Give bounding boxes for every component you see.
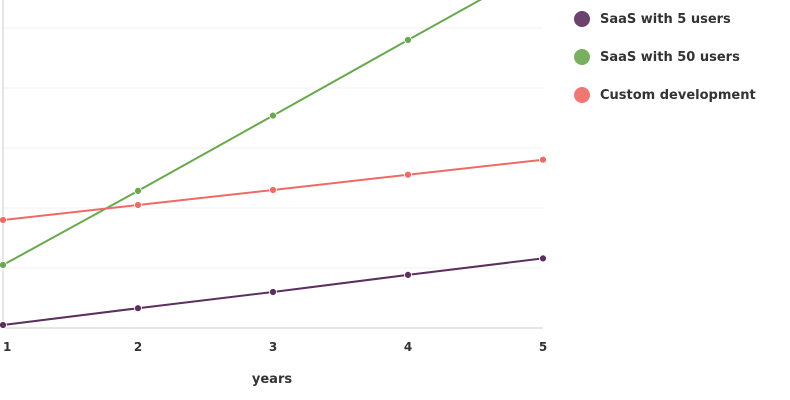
legend-label: Custom development	[600, 87, 756, 103]
grid-lines	[3, 27, 543, 269]
data-point[interactable]	[404, 170, 412, 179]
x-tick-label: 2	[134, 340, 142, 354]
data-point[interactable]	[269, 111, 277, 120]
series-lines	[2, 0, 544, 326]
legend-item[interactable]: Custom development	[574, 76, 756, 114]
data-point[interactable]	[0, 261, 7, 269]
data-point[interactable]	[404, 270, 412, 279]
x-tick-label: 4	[404, 340, 412, 354]
data-point[interactable]	[0, 216, 7, 224]
legend-item[interactable]: SaaS with 50 users	[574, 38, 756, 76]
legend-label: SaaS with 50 users	[600, 49, 740, 65]
x-tick-labels: 1 2 3 4 5	[3, 340, 547, 354]
x-axis-title: years	[252, 372, 292, 387]
x-tick-label: 5	[539, 340, 547, 354]
legend-swatch-icon	[574, 11, 590, 27]
legend-swatch-icon	[574, 49, 590, 65]
data-point[interactable]	[134, 201, 142, 209]
series-line-2	[2, 0, 483, 266]
legend-swatch-icon	[574, 87, 590, 103]
legend-label: SaaS with 5 users	[600, 11, 731, 27]
data-point[interactable]	[134, 186, 142, 195]
data-point[interactable]	[269, 186, 277, 194]
series-points	[0, 36, 547, 329]
data-point[interactable]	[404, 36, 412, 44]
data-point[interactable]	[134, 304, 142, 313]
legend: SaaS with 5 users SaaS with 50 users Custo…	[574, 0, 756, 114]
x-tick-label: 3	[269, 340, 277, 354]
data-point[interactable]	[0, 321, 7, 329]
data-point[interactable]	[539, 254, 547, 263]
line-chart: 1 2 3 4 5 years	[0, 0, 547, 387]
data-point[interactable]	[269, 288, 277, 296]
legend-item[interactable]: SaaS with 5 users	[574, 0, 756, 38]
data-point[interactable]	[539, 155, 547, 164]
x-tick-label: 1	[3, 340, 11, 354]
